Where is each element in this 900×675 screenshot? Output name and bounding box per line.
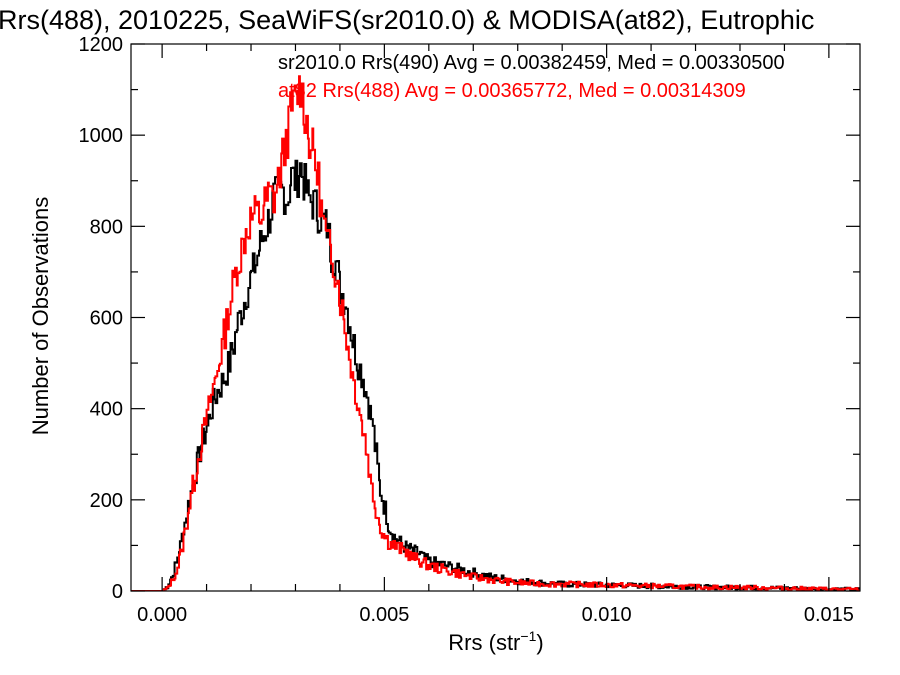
y-tick-label: 200 bbox=[90, 490, 123, 512]
y-tick-label: 1000 bbox=[79, 125, 124, 147]
x-tick-label: 0.010 bbox=[582, 604, 632, 626]
x-axis-label-sup: −1 bbox=[520, 628, 536, 644]
series-line-modisa bbox=[131, 75, 860, 591]
legend-entry-modisa: at82 Rrs(488) Avg = 0.00365772, Med = 0.… bbox=[278, 80, 746, 102]
x-axis-label-main: Rrs (str bbox=[448, 630, 520, 655]
y-tick-label: 1200 bbox=[79, 34, 124, 56]
chart-title: Rrs(488), 2010225, SeaWiFS(sr2010.0) & M… bbox=[0, 5, 814, 35]
ticks-layer: 0.000 0.005 0.010 0.015 0 200 400 600 800 1000 120… bbox=[79, 34, 860, 626]
y-tick-label: 800 bbox=[90, 216, 123, 238]
y-tick-label: 400 bbox=[90, 399, 123, 421]
series-line-seawifs bbox=[131, 159, 860, 591]
x-tick-label: 0.005 bbox=[359, 604, 409, 626]
legend-entry-seawifs: sr2010.0 Rrs(490) Avg = 0.00382459, Med … bbox=[278, 52, 785, 74]
x-tick-label: 0.015 bbox=[804, 604, 854, 626]
x-axis-label: Rrs (str−1) bbox=[448, 628, 543, 655]
x-axis-label-close: ) bbox=[536, 630, 543, 655]
y-tick-label: 600 bbox=[90, 308, 123, 330]
y-axis-label: Number of Observations bbox=[28, 197, 53, 435]
x-tick-label: 0.000 bbox=[137, 604, 187, 626]
series-layer bbox=[131, 75, 860, 591]
y-tick-label: 0 bbox=[112, 581, 123, 603]
